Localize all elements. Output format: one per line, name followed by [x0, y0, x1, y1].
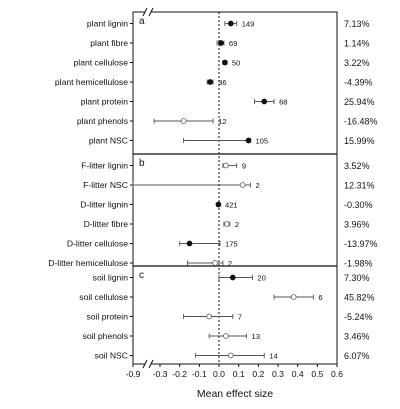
x-tick-label: 0.1 [233, 369, 245, 379]
x-tick-label: -0.3 [153, 369, 168, 379]
row-label: F-litter lignin [81, 161, 128, 171]
panel-letter: b [139, 158, 145, 169]
effect-point-filled [215, 201, 222, 208]
row-label: soil NSC [95, 351, 128, 361]
effect-point-open [227, 352, 234, 359]
sample-size: 20 [257, 274, 265, 283]
x-tick-label: -0.1 [192, 369, 207, 379]
sample-size: 105 [255, 137, 268, 146]
effect-point-open [239, 182, 246, 188]
effect-point-filled [218, 40, 224, 46]
row-label: plant lignin [87, 19, 128, 29]
row-percent: 7.13% [344, 19, 370, 29]
sample-size: 175 [225, 240, 238, 249]
effect-point-open [180, 118, 187, 124]
row-percent: -4.39% [344, 78, 373, 88]
effect-point-open [212, 260, 218, 266]
x-tick-label: 0.3 [272, 369, 284, 379]
row-percent: 15.99% [344, 136, 375, 146]
row-percent: 1.14% [344, 39, 370, 49]
sample-size: 2 [235, 220, 239, 229]
effect-point-filled [227, 20, 234, 27]
row-percent: 45.82% [344, 293, 375, 303]
row-percent: -5.24% [344, 312, 373, 322]
sample-size: 421 [225, 201, 238, 210]
effect-point-open [223, 162, 229, 169]
sample-size: 9 [242, 162, 246, 171]
sample-size: 68 [279, 98, 287, 107]
row-label: D-litter lignin [80, 200, 128, 210]
row-label: plant fibre [90, 38, 128, 48]
row-label: plant phenols [77, 116, 128, 126]
effect-point-filled [245, 137, 252, 144]
axis-break-mark [148, 359, 154, 369]
effect-point-open [290, 294, 297, 300]
row-percent: 25.94% [344, 97, 375, 107]
effect-point-filled [186, 240, 193, 247]
effect-point-filled [207, 79, 214, 85]
row-label: plant cellulose [74, 58, 129, 68]
row-label: soil cellulose [79, 292, 128, 302]
x-tick-label: 0.5 [311, 369, 323, 379]
row-label: D-litter fibre [84, 219, 129, 229]
x-tick-label: 0.2 [252, 369, 264, 379]
sample-size: 2 [228, 259, 232, 268]
row-percent: -13.97% [344, 239, 378, 249]
row-label: soil protein [86, 312, 128, 322]
row-label: soil lignin [93, 273, 129, 283]
effect-point-filled [229, 274, 236, 281]
sample-size: 14 [269, 352, 277, 361]
panel-letter: a [139, 16, 145, 27]
row-label: plant NSC [89, 136, 128, 146]
row-percent: 7.30% [344, 273, 370, 283]
row-percent: 6.07% [344, 351, 370, 361]
x-tick-label: 0.0 [213, 369, 225, 379]
sample-size: 12 [218, 117, 226, 126]
x-axis-label: Mean effect size [197, 388, 273, 400]
row-label: plant hemicellulose [55, 77, 128, 87]
row-percent: 12.31% [344, 181, 375, 191]
axis-break-gap [145, 8, 151, 16]
sample-size: 6 [318, 293, 322, 302]
effect-point-filled [261, 98, 268, 105]
effect-point-open [224, 221, 230, 227]
plot-frame [132, 11, 338, 365]
sample-size: 7 [238, 313, 242, 322]
row-percent: 3.52% [344, 161, 370, 171]
row-percent: -0.30% [344, 200, 373, 210]
axis-break-mark [142, 7, 148, 17]
x-tick-label: -0.2 [172, 369, 187, 379]
sample-size: 13 [252, 332, 260, 341]
effect-point-open [206, 313, 213, 320]
sample-size: 69 [229, 39, 237, 48]
axis-break-gap [145, 360, 151, 368]
row-percent: 3.22% [344, 58, 370, 68]
x-tick-label: -0.9 [126, 369, 141, 379]
axis-break-mark [142, 359, 148, 369]
row-percent: 3.46% [344, 332, 370, 342]
row-percent: -1.98% [344, 259, 373, 269]
row-percent: 3.96% [344, 220, 370, 230]
row-label: plant protein [81, 97, 129, 107]
row-percent: -16.48% [344, 117, 378, 127]
sample-size: 149 [242, 20, 255, 29]
sample-size: 36 [218, 78, 226, 87]
effect-point-open [223, 333, 229, 339]
row-label: soil phenols [83, 331, 128, 341]
effect-point-filled [222, 59, 228, 66]
x-tick-label: 0.6 [331, 369, 343, 379]
sample-size: 50 [232, 59, 240, 68]
panel-letter: c [139, 270, 144, 281]
row-label: D-litter cellulose [67, 239, 128, 249]
sample-size: 2 [255, 181, 259, 190]
row-label: D-litter hemicellulose [48, 258, 128, 268]
x-tick-label: 0.4 [292, 369, 304, 379]
axis-break-mark [148, 7, 154, 17]
row-label: F-litter NSC [83, 180, 128, 190]
